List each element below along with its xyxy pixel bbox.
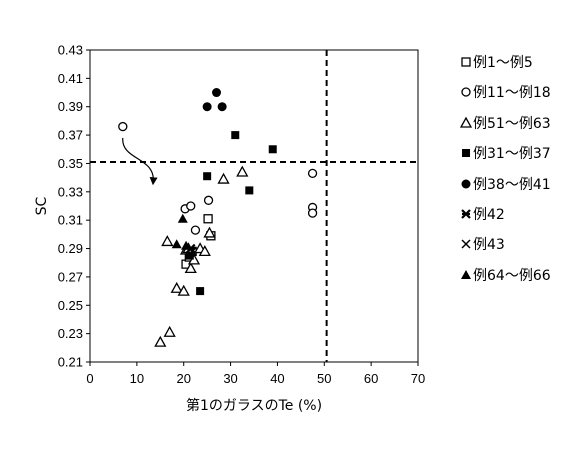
y-tick-label: 0.29 xyxy=(58,241,83,256)
data-point xyxy=(172,239,182,248)
x-tick-label: 70 xyxy=(411,371,425,386)
data-point xyxy=(245,186,253,194)
x-tick-label: 0 xyxy=(86,371,93,386)
series-3 xyxy=(155,167,247,346)
data-point xyxy=(212,88,221,97)
series-1 xyxy=(182,215,215,268)
series-5 xyxy=(203,88,227,111)
y-tick-label: 0.41 xyxy=(58,71,83,86)
y-tick-label: 0.43 xyxy=(58,43,83,58)
data-point xyxy=(165,327,175,336)
x-tick-label: 40 xyxy=(270,371,284,386)
y-tick-label: 0.37 xyxy=(58,128,83,143)
legend-marker-icon xyxy=(460,177,472,191)
legend-item: 例42 xyxy=(460,204,505,224)
x-tick-label: 30 xyxy=(223,371,237,386)
legend-item: 例64～例66 xyxy=(460,265,551,285)
y-tick-label: 0.23 xyxy=(58,326,83,341)
data-point xyxy=(204,215,212,223)
x-axis-ticks: 0 10 20 30 40 50 60 70 xyxy=(86,362,425,386)
legend-item: 例1～例5 xyxy=(460,52,533,72)
data-point xyxy=(119,123,127,131)
y-tick-label: 0.25 xyxy=(58,298,83,313)
data-point xyxy=(162,236,172,245)
legend-label: 例1～例5 xyxy=(473,52,533,72)
legend-label: 例38～例41 xyxy=(473,174,551,194)
x-tick-label: 60 xyxy=(364,371,378,386)
data-point xyxy=(219,174,229,183)
data-point xyxy=(205,196,213,204)
plot-frame xyxy=(90,50,418,362)
legend-label: 例31～例37 xyxy=(473,143,551,163)
y-axis-ticks: 0.21 0.23 0.25 0.27 0.29 0.31 0.33 0.35 0.37 0.39… xyxy=(58,43,90,370)
y-tick-label: 0.27 xyxy=(58,269,83,284)
legend-marker-icon xyxy=(460,146,472,160)
y-tick-label: 0.33 xyxy=(58,184,83,199)
series-2 xyxy=(119,123,317,235)
data-points xyxy=(119,88,317,346)
data-point xyxy=(187,202,195,210)
legend-marker-icon xyxy=(460,55,472,69)
data-point xyxy=(309,169,317,177)
legend-marker-icon xyxy=(460,268,472,282)
data-point xyxy=(309,209,317,217)
legend-label: 例11～例18 xyxy=(473,82,551,102)
y-tick-label: 0.39 xyxy=(58,99,83,114)
data-point xyxy=(178,214,188,223)
annotation-arrow xyxy=(123,138,154,181)
curved-arrow xyxy=(123,138,154,181)
legend-label: 例51～例63 xyxy=(473,113,551,133)
legend-label: 例43 xyxy=(473,234,505,254)
data-point xyxy=(155,337,165,346)
data-point xyxy=(218,102,227,111)
legend-item: 例43 xyxy=(460,234,505,254)
legend-item: 例38～例41 xyxy=(460,174,551,194)
legend-marker-icon xyxy=(460,237,472,251)
data-point xyxy=(196,287,204,295)
y-tick-label: 0.31 xyxy=(58,213,83,228)
legend-label: 例42 xyxy=(473,204,505,224)
legend-item: 例51～例63 xyxy=(460,113,551,133)
legend-marker-icon xyxy=(460,85,472,99)
series-4 xyxy=(186,131,277,295)
reference-lines xyxy=(90,50,418,362)
data-point xyxy=(231,131,239,139)
data-point xyxy=(269,145,277,153)
data-point xyxy=(203,102,212,111)
y-axis-title: SC xyxy=(34,196,50,215)
y-tick-label: 0.35 xyxy=(58,156,83,171)
data-point xyxy=(191,226,199,234)
data-point xyxy=(172,283,182,292)
legend-label: 例64～例66 xyxy=(473,265,551,285)
legend-item: 例31～例37 xyxy=(460,143,551,163)
x-axis-title: 第1のガラスのTe (%) xyxy=(186,397,322,414)
data-point xyxy=(203,172,211,180)
legend-item: 例11～例18 xyxy=(460,82,551,102)
data-point xyxy=(237,167,247,176)
x-tick-label: 10 xyxy=(130,371,144,386)
y-tick-label: 0.21 xyxy=(58,355,83,370)
legend-marker-icon xyxy=(460,207,472,221)
x-tick-label: 50 xyxy=(317,371,331,386)
legend-marker-icon xyxy=(460,116,472,130)
x-tick-label: 20 xyxy=(176,371,190,386)
